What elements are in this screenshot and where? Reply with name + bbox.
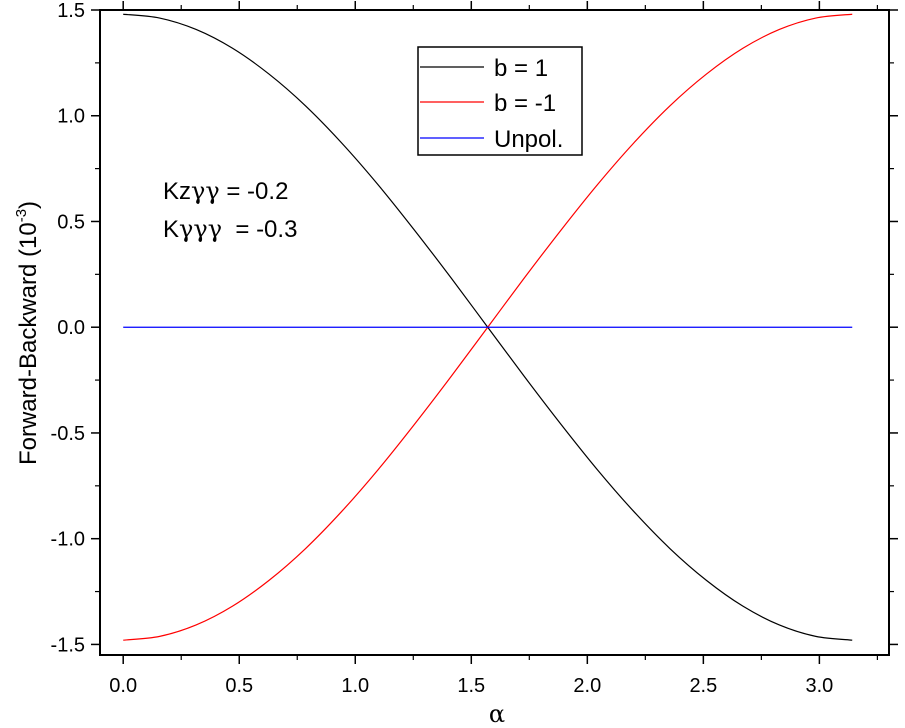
legend-label-bminus1: b = -1 bbox=[494, 90, 556, 117]
annotation-kzgg-value: = -0.2 bbox=[220, 178, 289, 205]
x-tick-label: 0.5 bbox=[225, 675, 253, 697]
y-tick-label: 0.5 bbox=[57, 211, 85, 233]
axis-ticks bbox=[91, 1, 898, 664]
legend-label-unpol: Unpol. bbox=[494, 126, 563, 153]
x-tick-label: 0.0 bbox=[109, 675, 137, 697]
x-tick-label: 1.5 bbox=[457, 675, 485, 697]
legend-box bbox=[417, 46, 583, 156]
y-tick-label: 1.5 bbox=[57, 0, 85, 22]
series-lines bbox=[123, 13, 853, 641]
annotation-kggg-greek: γγγ bbox=[179, 215, 222, 243]
y-axis-title: Forward-Backward (10-3) bbox=[13, 201, 42, 465]
y-tick-label: -0.5 bbox=[51, 423, 85, 445]
x-tick-label: 3.0 bbox=[805, 675, 833, 697]
y-tick-label: -1.0 bbox=[51, 529, 85, 551]
y-axis-title-close: ) bbox=[15, 201, 42, 209]
y-tick-label: -1.5 bbox=[51, 634, 85, 656]
legend: b = 1 b = -1 Unpol. bbox=[417, 46, 583, 156]
x-tick-label: 2.0 bbox=[573, 675, 601, 697]
annotation-kzgg: Kzγγ = -0.2 bbox=[163, 177, 288, 205]
y-axis-title-exponent: -3 bbox=[13, 209, 30, 222]
annotation-kzgg-greek: γγ bbox=[191, 177, 220, 205]
annotation-kggg-prefix: K bbox=[163, 216, 179, 243]
annotation-kggg-value: = -0.3 bbox=[222, 216, 297, 243]
legend-label-b1: b = 1 bbox=[494, 55, 548, 82]
annotation-kggg: Kγγγ = -0.3 bbox=[163, 215, 297, 243]
plot-frame bbox=[99, 9, 890, 656]
annotation-kzgg-prefix: Kz bbox=[163, 178, 191, 205]
x-tick-label: 2.5 bbox=[689, 675, 717, 697]
y-tick-label: 0.0 bbox=[57, 317, 85, 339]
axis-tick-labels: 0.0 0.5 1.0 1.5 2.0 2.5 3.0 1.5 1.0 0.5 0.0 -0.5 -1.… bbox=[51, 0, 834, 697]
x-tick-label: 1.0 bbox=[341, 675, 369, 697]
y-axis-title-main: Forward-Backward (10 bbox=[15, 222, 42, 465]
x-axis-title: α bbox=[489, 700, 505, 728]
y-tick-label: 1.0 bbox=[57, 106, 85, 128]
